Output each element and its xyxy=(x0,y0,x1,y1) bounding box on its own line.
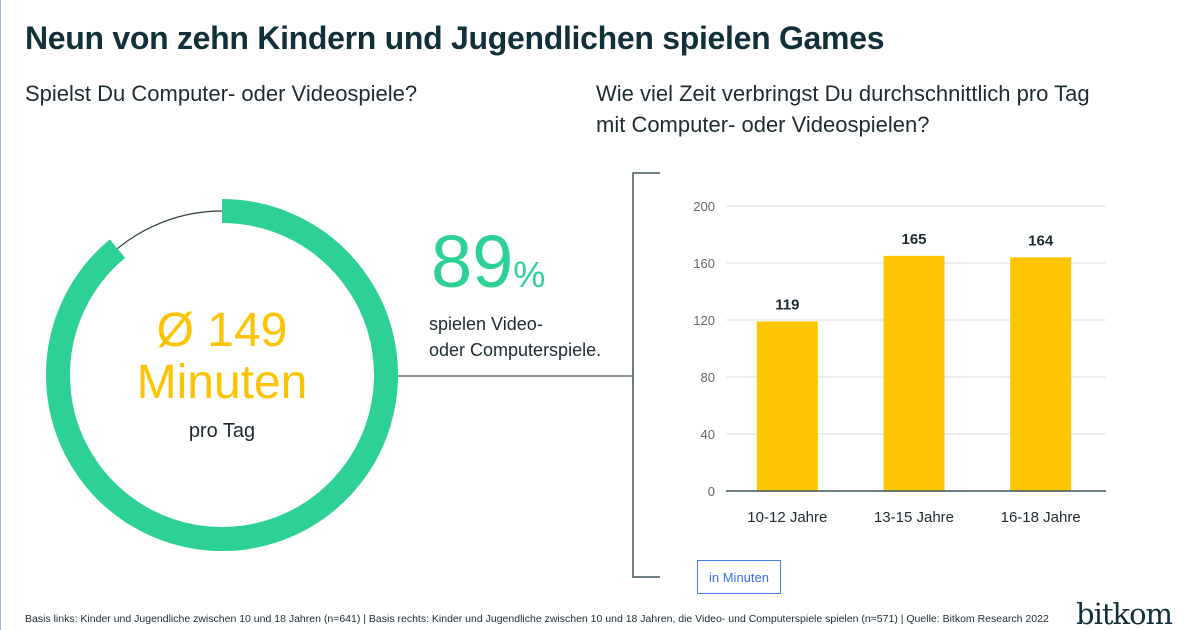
x-tick-label: 13-15 Jahre xyxy=(874,509,954,526)
share-desc-line2: oder Computerspiele. xyxy=(429,340,602,360)
average-line1: Ø 149 xyxy=(156,304,288,357)
y-tick-label: 40 xyxy=(701,427,715,442)
average-line2: Minuten xyxy=(136,356,308,409)
y-tick-label: 200 xyxy=(693,199,715,214)
x-tick-label: 16-18 Jahre xyxy=(1001,509,1081,526)
share-description: spielen Video- oder Computerspiele. xyxy=(429,311,601,363)
bar-chart: 0 40 80 120 160 200 119 10-12 Jahre 165 13-15 Jah… xyxy=(693,199,1106,526)
data-label: 119 xyxy=(775,296,799,313)
right-question-line1: Wie viel Zeit verbringst Du durchschnitt… xyxy=(596,81,1090,106)
bar xyxy=(1010,257,1072,491)
bar xyxy=(883,255,945,491)
unit-label: in Minuten xyxy=(697,560,781,594)
x-tick-label: 10-12 Jahre xyxy=(747,509,827,526)
bar xyxy=(756,321,818,491)
page-title: Neun von zehn Kindern und Jugendlichen s… xyxy=(25,20,885,56)
left-question: Spielst Du Computer- oder Videospiele? xyxy=(25,81,418,106)
y-tick-label: 160 xyxy=(693,256,715,271)
data-label: 164 xyxy=(1028,232,1054,249)
average-unit: pro Tag xyxy=(188,420,256,442)
right-question: Wie viel Zeit verbringst Du durchschnitt… xyxy=(596,78,1090,140)
y-tick-label: 120 xyxy=(693,313,715,328)
share-value: 89 xyxy=(431,220,514,303)
share-percent: 89% xyxy=(431,222,545,315)
bracket xyxy=(632,172,660,578)
share-sign: % xyxy=(513,254,546,295)
average-value: Ø 149 Minuten xyxy=(1,305,443,409)
bitkom-logo: bitkom xyxy=(1076,597,1173,630)
right-question-line2: mit Computer- oder Videospielen? xyxy=(596,112,930,137)
footer-source: Basis links: Kinder und Jugendliche zwis… xyxy=(25,613,1049,625)
data-label: 165 xyxy=(901,231,926,248)
y-tick-label: 0 xyxy=(708,484,715,499)
share-desc-line1: spielen Video- xyxy=(429,314,543,334)
donut-share-arc xyxy=(46,199,398,551)
y-tick-label: 80 xyxy=(701,370,715,385)
